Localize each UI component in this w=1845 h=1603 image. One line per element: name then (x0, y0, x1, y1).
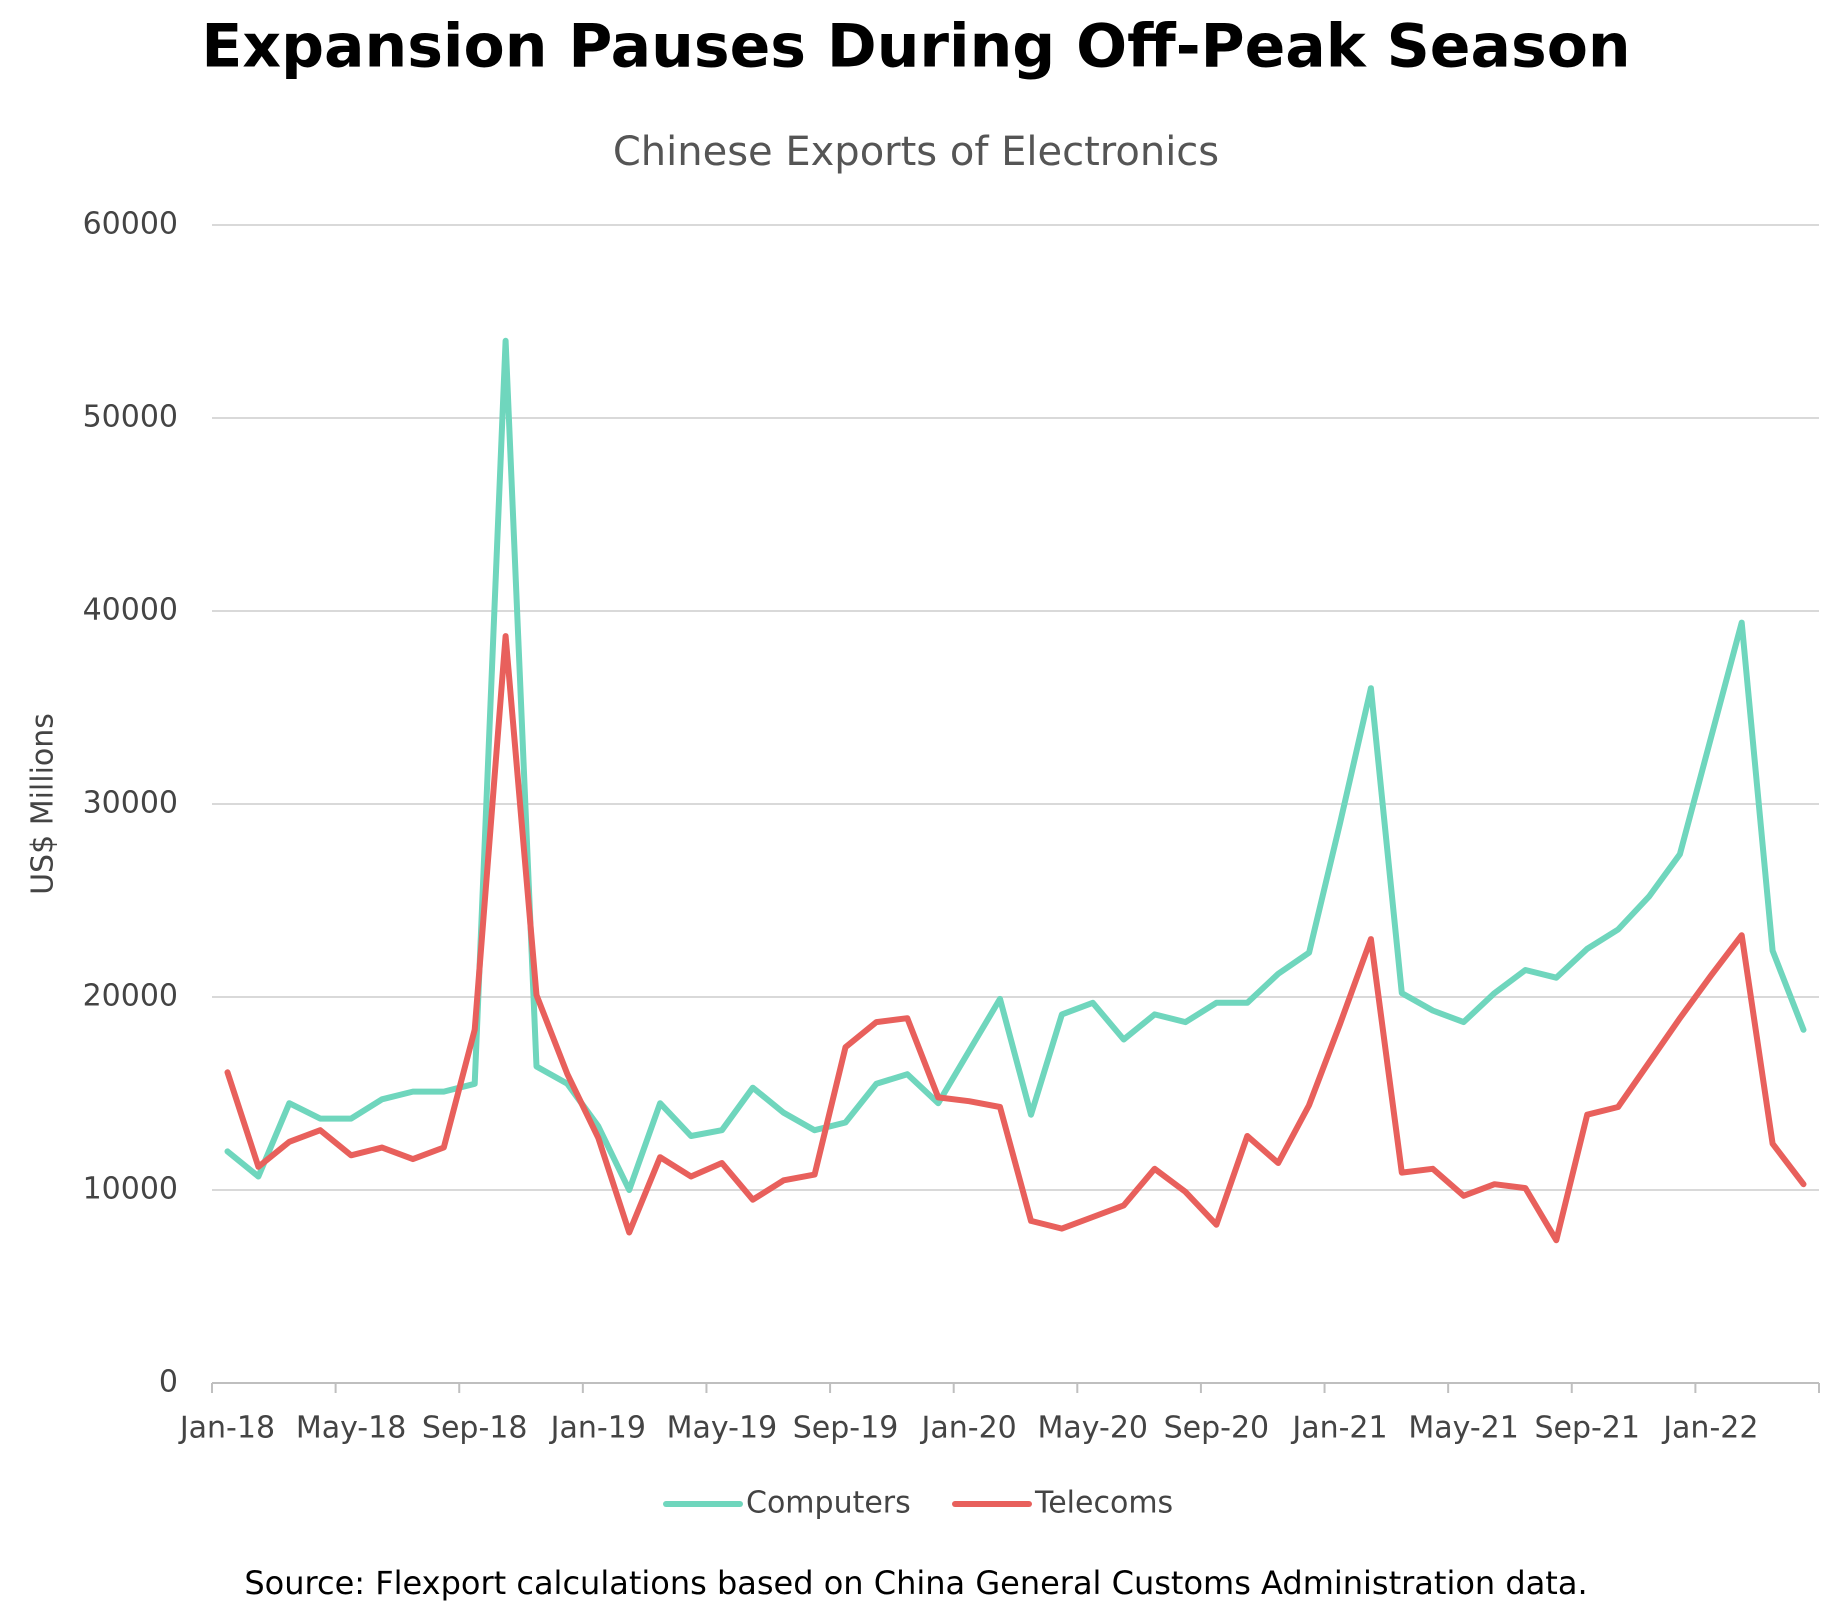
x-tick-label: Sep-18 (422, 1411, 528, 1446)
chart-subtitle: Chinese Exports of Electronics (613, 129, 1219, 175)
x-tick-label: Jan-22 (1661, 1411, 1758, 1446)
series-line (224, 633, 1807, 1244)
x-tick-label: May-20 (1038, 1411, 1149, 1446)
x-tick-label: Sep-20 (1164, 1411, 1270, 1446)
x-tick-label: Jan-18 (178, 1411, 275, 1446)
chart-title: Expansion Pauses During Off-Peak Season (201, 12, 1630, 82)
y-tick-label: 30000 (83, 786, 178, 821)
y-tick-label: 10000 (83, 1172, 178, 1207)
y-tick-label: 20000 (83, 979, 178, 1014)
x-tick-label: Sep-21 (1534, 1411, 1640, 1446)
series-line (224, 337, 1807, 1193)
y-axis-label: US$ Millions (26, 713, 61, 895)
x-tick-label: Sep-19 (793, 1411, 899, 1446)
y-tick-label: 40000 (83, 593, 178, 628)
legend-label: Telecoms (1034, 1486, 1173, 1521)
source-note: Source: Flexport calculations based on C… (244, 1564, 1587, 1602)
y-tick-label: 60000 (83, 207, 178, 242)
x-tick-label: Jan-21 (1290, 1411, 1387, 1446)
x-tick-label: May-18 (296, 1411, 407, 1446)
x-tick-label: May-19 (667, 1411, 778, 1446)
x-tick-label: May-21 (1408, 1411, 1519, 1446)
x-tick-label: Jan-20 (920, 1411, 1017, 1446)
y-tick-label: 0 (159, 1365, 178, 1400)
x-tick-label: Jan-19 (549, 1411, 646, 1446)
y-tick-label: 50000 (83, 400, 178, 435)
legend-label: Computers (746, 1486, 911, 1521)
